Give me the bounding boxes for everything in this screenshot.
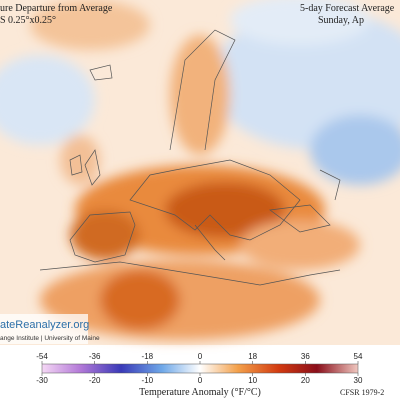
tick-label: -30	[36, 376, 48, 385]
colorbar-ticks: -54 -36 -18 0 18 36 54 -30 -20 -10 0 10 20 30	[36, 352, 363, 385]
logo: ateReanalyzer.org ange Institute | Unive…	[0, 314, 100, 344]
tick-label: 54	[354, 352, 363, 361]
tick-label: 18	[248, 352, 257, 361]
tick-label: -10	[142, 376, 154, 385]
tick-label: -54	[36, 352, 48, 361]
tick-label: -18	[142, 352, 154, 361]
right-title: 5-day Forecast Average	[300, 3, 395, 14]
tick-label: -36	[89, 352, 101, 361]
title: ure Departure from Average	[0, 3, 113, 14]
legend-label: Temperature Anomaly (°F/°C)	[139, 387, 261, 398]
tick-label: 20	[301, 376, 310, 385]
map	[0, 0, 400, 345]
source: CFSR 1979-2	[340, 388, 384, 397]
tick-label: 36	[301, 352, 310, 361]
colorbar	[41, 363, 359, 374]
site-name: ateReanalyzer.org	[0, 319, 89, 331]
institute: ange Institute | University of Maine	[0, 335, 100, 342]
tick-label: 0	[198, 352, 203, 361]
tick-label: 10	[248, 376, 257, 385]
date: Sunday, Ap	[318, 15, 364, 26]
tick-label: 30	[354, 376, 363, 385]
header: ure Departure from Average S 0.25°x0.25°…	[0, 3, 395, 26]
subtitle: S 0.25°x0.25°	[0, 15, 56, 26]
tick-label: -20	[89, 376, 101, 385]
tick-label: 0	[198, 376, 203, 385]
